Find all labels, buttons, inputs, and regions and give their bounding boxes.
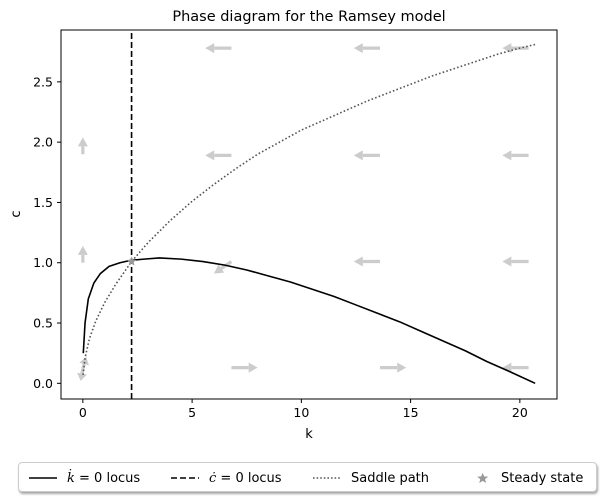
phase-arrow-0 xyxy=(77,368,87,381)
y-tick-label-2: 1.0 xyxy=(33,255,53,270)
x-tick-label-0: 0 xyxy=(79,405,87,420)
legend-label-steady: Steady state xyxy=(501,470,584,486)
y-tick-label-5: 2.5 xyxy=(33,74,53,89)
chart-background xyxy=(0,0,605,460)
y-axis-label: c xyxy=(9,210,24,217)
phase-arrow-7 xyxy=(205,43,232,54)
x-tick-label-5: 5 xyxy=(188,405,196,420)
phase-arrow-2 xyxy=(77,245,88,263)
legend-symbol-kdot: k̇ xyxy=(67,470,75,486)
x-axis: 0 5 10 15 20 xyxy=(79,399,528,420)
legend-item-saddle-path: Saddle path xyxy=(313,463,429,493)
phase-diagram-chart: Phase diagram for the Ramsey model 0 5 10 1… xyxy=(0,0,605,460)
legend-label-saddle: Saddle path xyxy=(351,470,430,486)
legend-item-steady-state: Steady state xyxy=(475,463,583,493)
chart-legend: k̇ = 0 locus ċ = 0 locus Saddle path Ste… xyxy=(18,462,597,492)
y-tick-label-4: 2.0 xyxy=(33,135,53,150)
x-tick-label-10: 10 xyxy=(293,405,309,420)
phase-arrow-3 xyxy=(77,137,88,155)
phase-arrow-8 xyxy=(380,362,407,373)
legend-swatch-dashed-line xyxy=(171,477,199,479)
phase-arrow-9 xyxy=(353,256,381,267)
phase-arrow-4 xyxy=(231,362,258,373)
y-tick-label-1: 0.5 xyxy=(33,316,53,331)
legend-label-cdot: = 0 locus xyxy=(216,470,282,486)
legend-item-cdot-locus: ċ = 0 locus xyxy=(171,463,282,493)
phase-arrow-12 xyxy=(502,362,529,373)
x-tick-label-15: 15 xyxy=(403,405,419,420)
y-axis: 0.0 0.5 1.0 1.5 2.0 2.5 xyxy=(33,74,61,391)
legend-swatch-solid-line xyxy=(29,477,57,479)
k-dot-locus-line xyxy=(82,257,536,385)
legend-swatch-star-marker xyxy=(477,472,489,484)
plot-frame xyxy=(60,29,558,400)
phase-arrow-11 xyxy=(353,43,381,54)
steady-state-marker xyxy=(126,256,137,266)
y-tick-label-3: 1.5 xyxy=(33,195,53,210)
y-tick-label-0: 0.0 xyxy=(33,376,53,391)
legend-item-kdot-locus: k̇ = 0 locus xyxy=(29,463,140,493)
saddle-path-line xyxy=(82,43,536,375)
phase-arrow-10 xyxy=(353,150,381,161)
chart-title: Phase diagram for the Ramsey model xyxy=(172,9,445,25)
legend-swatch-dotted-line xyxy=(313,477,341,479)
legend-symbol-cdot: ċ xyxy=(209,470,217,486)
plot-area xyxy=(77,30,536,399)
phase-arrow-6 xyxy=(205,150,232,161)
phase-arrow-13 xyxy=(502,256,529,267)
x-tick-label-20: 20 xyxy=(512,405,528,420)
x-axis-label: k xyxy=(305,427,313,442)
legend-label-kdot: = 0 locus xyxy=(74,470,141,486)
phase-arrow-14 xyxy=(502,150,529,161)
